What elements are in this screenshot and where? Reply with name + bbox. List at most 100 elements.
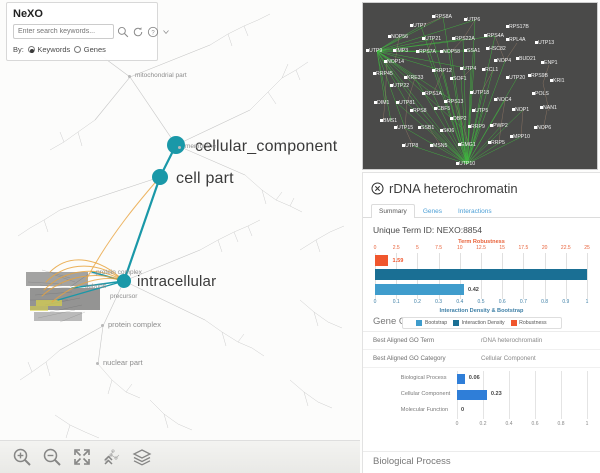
- gene-label-dbp2[interactable]: DBP2: [453, 116, 467, 122]
- gene-label-nop58[interactable]: NOP58: [443, 49, 461, 55]
- bar-bootstrap[interactable]: [375, 284, 465, 295]
- gene-node-dot[interactable]: [460, 67, 463, 70]
- gene-label-rps9b[interactable]: RPS9B: [531, 73, 549, 79]
- node-dot-protein-complex[interactable]: [101, 324, 104, 327]
- gene-label-noc4[interactable]: NOC4: [497, 97, 512, 103]
- gene-label-nop6[interactable]: NOP6: [537, 125, 552, 131]
- gene-node-dot[interactable]: [434, 107, 437, 110]
- gene-node-dot[interactable]: [494, 98, 497, 101]
- zoom-in-icon[interactable]: [12, 447, 32, 467]
- gene-label-pols[interactable]: POLS: [535, 91, 549, 97]
- gene-label-utp8[interactable]: UTP8: [405, 143, 419, 149]
- gene-label-rrp9[interactable]: RRP9: [471, 124, 485, 130]
- gene-label-rrp12[interactable]: RRP12: [435, 68, 452, 74]
- legend-item-interaction-density[interactable]: Interaction Density: [453, 320, 505, 326]
- gene-label-utp5[interactable]: UTP5: [475, 108, 489, 114]
- gene-node-dot[interactable]: [470, 91, 473, 94]
- gene-label-bud21[interactable]: BUD21: [519, 56, 536, 62]
- gene-node-dot[interactable]: [366, 49, 369, 52]
- bar-interaction-density[interactable]: [375, 269, 587, 280]
- gene-node-dot[interactable]: [490, 124, 493, 127]
- gene-node-dot[interactable]: [432, 15, 435, 18]
- gene-label-rps17b[interactable]: RPS17B: [509, 24, 529, 30]
- node-label-cellular-component[interactable]: cellular_component: [195, 138, 338, 155]
- node-dot-cellular-component[interactable]: [167, 136, 185, 154]
- gene-label-rps7a[interactable]: RPS7A: [419, 49, 437, 55]
- fit-screen-icon[interactable]: [72, 447, 92, 467]
- gene-label-utp18[interactable]: UTP18: [473, 90, 490, 96]
- detail-tabs[interactable]: Summary Genes Interactions: [363, 203, 600, 218]
- gene-label-ski6[interactable]: SKI6: [443, 128, 455, 134]
- gene-label-hsc82[interactable]: HSC82: [489, 46, 506, 52]
- gene-label-rps13[interactable]: RPS13: [447, 99, 464, 105]
- gene-node-dot[interactable]: [444, 100, 447, 103]
- gene-node-dot[interactable]: [422, 92, 425, 95]
- radio-keywords[interactable]: Keywords: [27, 45, 70, 54]
- gene-label-utp81[interactable]: UTP81: [399, 100, 416, 106]
- help-icon[interactable]: ?: [147, 26, 159, 38]
- gene-node-dot[interactable]: [510, 135, 513, 138]
- gene-label-rcl1[interactable]: RCL1: [485, 67, 499, 73]
- bar-biological-process[interactable]: [457, 374, 465, 384]
- gene-node-dot[interactable]: [384, 60, 387, 63]
- gene-label-rrp5[interactable]: RRP5: [491, 140, 505, 146]
- chevron-down-icon[interactable]: [162, 26, 170, 38]
- gene-label-ssb1[interactable]: SSB1: [421, 125, 435, 131]
- gene-node-dot[interactable]: [394, 126, 397, 129]
- node-label-precursor[interactable]: precursor: [110, 293, 138, 300]
- gene-node-dot[interactable]: [388, 35, 391, 38]
- gene-node-dot[interactable]: [516, 57, 519, 60]
- node-label-membrane[interactable]: membrane: [185, 143, 217, 150]
- chart-legend[interactable]: Bootstrap Interaction Density Robustness: [401, 317, 562, 329]
- gene-node-dot[interactable]: [458, 143, 461, 146]
- gene-label-nop4[interactable]: NOP4: [497, 58, 512, 64]
- gene-node-dot[interactable]: [506, 76, 509, 79]
- radio-genes-input[interactable]: [74, 46, 82, 53]
- gene-label-cbf5[interactable]: CBF5: [437, 106, 451, 112]
- gene-node-dot[interactable]: [410, 109, 413, 112]
- node-label-protein-complex-2[interactable]: protein complex: [96, 269, 142, 276]
- gene-label-rpl4a[interactable]: RPL4A: [509, 37, 526, 43]
- gene-node-dot[interactable]: [532, 92, 535, 95]
- gene-network-panel[interactable]: RPS8A UTP6 UTP7 RPS17B NOP56 UTP21 RPS22A RPS4A…: [362, 2, 598, 170]
- node-label-subunit[interactable]: subunit: [85, 283, 106, 290]
- gene-label-sof1[interactable]: SOF1: [453, 76, 467, 82]
- tab-interactions[interactable]: Interactions: [457, 208, 492, 215]
- refresh-icon[interactable]: [132, 26, 144, 38]
- gene-node-dot[interactable]: [535, 41, 538, 44]
- gene-node-dot[interactable]: [512, 108, 515, 111]
- node-dot-intracellular[interactable]: [117, 274, 131, 288]
- gene-node-dot[interactable]: [440, 50, 443, 53]
- gene-label-rps22a[interactable]: RPS22A: [455, 36, 475, 42]
- gene-node-dot[interactable]: [472, 109, 475, 112]
- gene-label-ssa1[interactable]: SSA1: [467, 48, 481, 54]
- ontology-tree-panel[interactable]: cellular_component cell part intracellul…: [0, 0, 360, 473]
- gene-label-nop1[interactable]: NOP1: [515, 107, 530, 113]
- tab-genes[interactable]: Genes: [422, 208, 442, 215]
- node-dot-cell-part[interactable]: [152, 169, 168, 185]
- gene-node-dot[interactable]: [540, 106, 543, 109]
- search-panel[interactable]: NeXO ? By:: [6, 2, 169, 61]
- gene-node-dot[interactable]: [380, 119, 383, 122]
- gene-label-utp20[interactable]: UTP20: [509, 75, 526, 81]
- gene-label-rrp45[interactable]: RRP45: [376, 71, 393, 77]
- gene-label-emg1[interactable]: EMG1: [461, 142, 476, 148]
- gene-node-dot[interactable]: [410, 24, 413, 27]
- node-label-intracellular[interactable]: intracellular: [137, 273, 217, 290]
- gene-label-utp4[interactable]: UTP4: [463, 66, 477, 72]
- gene-node-dot[interactable]: [534, 126, 537, 129]
- gene-node-dot[interactable]: [482, 68, 485, 71]
- gene-node-dot[interactable]: [464, 18, 467, 21]
- gene-node-dot[interactable]: [488, 141, 491, 144]
- gene-label-nop14[interactable]: NOP14: [387, 59, 405, 65]
- node-dot-nuclear-part[interactable]: [96, 362, 99, 365]
- gene-label-rps1a[interactable]: RPS1A: [425, 91, 443, 97]
- gene-node-dot[interactable]: [484, 34, 487, 37]
- node-label-cell-part[interactable]: cell part: [176, 170, 234, 187]
- tab-summary[interactable]: Summary: [371, 204, 415, 218]
- gene-node-dot[interactable]: [464, 49, 467, 52]
- gene-label-bms1[interactable]: BMS1: [383, 118, 398, 124]
- gene-node-dot[interactable]: [506, 38, 509, 41]
- legend-item-bootstrap[interactable]: Bootstrap: [416, 320, 447, 326]
- gene-label-msn5[interactable]: MSN5: [433, 143, 448, 149]
